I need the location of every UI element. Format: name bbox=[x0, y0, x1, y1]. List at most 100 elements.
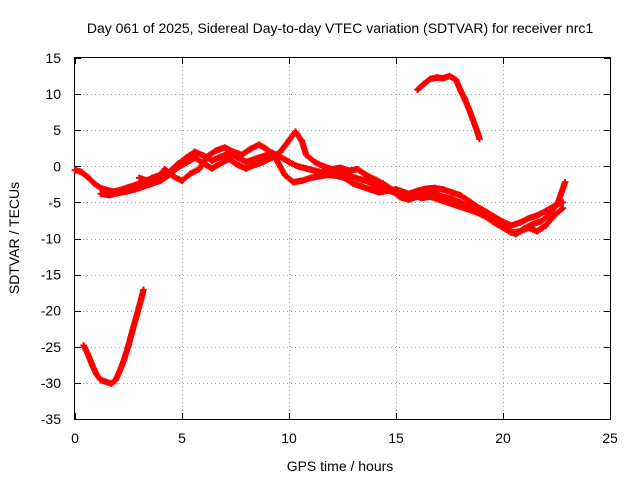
data-point bbox=[431, 184, 438, 192]
data-point bbox=[311, 158, 318, 166]
data-point bbox=[516, 219, 524, 226]
y-tick-label: 10 bbox=[45, 86, 61, 102]
data-point bbox=[452, 202, 460, 209]
data-point bbox=[302, 151, 310, 158]
data-point bbox=[469, 207, 477, 215]
data-point bbox=[401, 189, 408, 196]
data-point bbox=[251, 155, 258, 163]
data-point bbox=[217, 153, 224, 161]
data-point bbox=[542, 207, 549, 215]
data-point bbox=[529, 220, 537, 228]
x-tick-label: 20 bbox=[495, 430, 511, 446]
data-point bbox=[294, 163, 301, 170]
data-point bbox=[97, 190, 104, 197]
data-point bbox=[542, 222, 549, 229]
x-tick-label: 0 bbox=[71, 430, 79, 446]
data-point bbox=[144, 177, 151, 184]
data-point bbox=[478, 210, 485, 218]
data-point bbox=[444, 199, 451, 206]
data-point bbox=[350, 180, 357, 187]
data-point bbox=[221, 144, 228, 151]
data-point bbox=[307, 174, 314, 182]
data-point bbox=[341, 174, 348, 182]
data-point bbox=[285, 158, 293, 166]
data-point bbox=[123, 188, 130, 195]
data-point bbox=[213, 147, 220, 154]
data-point bbox=[136, 174, 143, 182]
data-point bbox=[551, 212, 558, 219]
data-point bbox=[234, 161, 241, 169]
data-point bbox=[495, 220, 502, 228]
data-point bbox=[264, 146, 271, 153]
data-point bbox=[392, 186, 400, 193]
data-point bbox=[78, 168, 85, 176]
data-point bbox=[217, 160, 224, 167]
data-point bbox=[204, 152, 211, 160]
series-arc-main-b bbox=[97, 128, 567, 236]
data-point bbox=[88, 361, 96, 369]
data-point bbox=[474, 128, 481, 135]
data-point bbox=[108, 380, 115, 387]
data-point bbox=[178, 177, 186, 184]
data-point bbox=[405, 196, 413, 203]
data-point bbox=[238, 151, 246, 158]
data-point bbox=[362, 177, 370, 184]
data-point bbox=[362, 171, 370, 179]
data-point bbox=[161, 165, 169, 173]
data-point bbox=[125, 342, 132, 349]
axis-ticks: 0 5 10 15 20 25 15 10 5 0 -5 -10 -15 -20 -25 -30 -35 bbox=[41, 50, 618, 446]
y-tick-label: 0 bbox=[53, 158, 61, 174]
data-point bbox=[84, 173, 92, 181]
data-point bbox=[427, 193, 434, 200]
data-point bbox=[174, 164, 181, 171]
data-point bbox=[106, 191, 113, 199]
data-point bbox=[187, 170, 194, 177]
data-point bbox=[71, 166, 79, 174]
data-point bbox=[457, 191, 464, 199]
data-point bbox=[191, 148, 199, 156]
data-point bbox=[324, 171, 331, 179]
data-point bbox=[476, 135, 483, 143]
data-point bbox=[332, 172, 340, 179]
data-point bbox=[409, 191, 417, 199]
data-point bbox=[140, 183, 147, 190]
data-point bbox=[170, 173, 177, 180]
data-point bbox=[97, 184, 104, 192]
data-point bbox=[277, 148, 284, 156]
grid bbox=[75, 58, 610, 419]
data-point bbox=[251, 161, 258, 169]
data-point bbox=[93, 371, 100, 378]
y-tick-label: -10 bbox=[41, 231, 61, 247]
y-tick-label: -30 bbox=[41, 375, 61, 391]
data-point bbox=[354, 175, 361, 182]
data-point bbox=[260, 158, 267, 166]
y-tick-label: -5 bbox=[49, 194, 62, 210]
data-point bbox=[486, 215, 494, 222]
data-point bbox=[97, 376, 104, 384]
data-point bbox=[534, 228, 541, 235]
data-point bbox=[448, 189, 455, 196]
data-point bbox=[298, 137, 306, 145]
y-tick-label: -15 bbox=[41, 267, 61, 283]
data-point bbox=[112, 376, 119, 384]
data-point bbox=[225, 155, 233, 163]
data-point bbox=[84, 350, 92, 358]
data-point bbox=[315, 173, 323, 180]
data-point bbox=[320, 163, 327, 170]
data-point bbox=[457, 86, 464, 93]
data-point bbox=[555, 197, 562, 205]
data-point bbox=[435, 196, 442, 203]
data-point bbox=[371, 176, 378, 183]
data-point bbox=[243, 165, 250, 172]
data-point bbox=[129, 326, 136, 333]
data-point bbox=[418, 194, 425, 202]
x-axis-label: GPS time / hours bbox=[287, 458, 394, 474]
data-point bbox=[311, 167, 318, 174]
data-point bbox=[337, 164, 344, 171]
data-point bbox=[272, 155, 280, 163]
data-point bbox=[260, 152, 267, 160]
data-point bbox=[414, 187, 421, 195]
data-point bbox=[461, 204, 468, 212]
series-arc-low-morning bbox=[80, 286, 147, 387]
data-point bbox=[367, 186, 374, 193]
